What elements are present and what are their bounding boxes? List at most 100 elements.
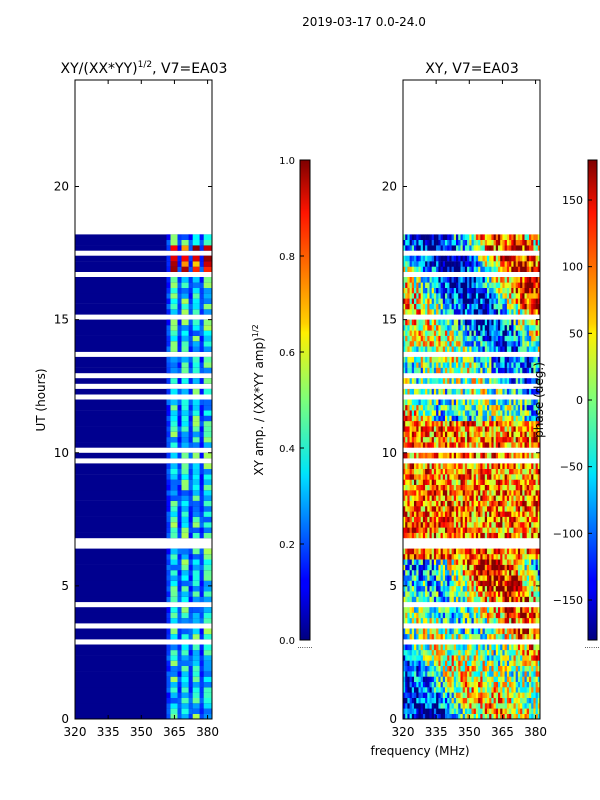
heatmap-cell — [433, 607, 437, 613]
heatmap-cell — [166, 553, 171, 560]
heatmap-cell — [502, 325, 505, 331]
heatmap-cell — [478, 665, 481, 672]
heatmap-cell — [203, 234, 212, 240]
heatmap-cell — [537, 665, 541, 672]
heatmap-cell — [495, 388, 499, 395]
heatmap-cell — [487, 527, 490, 533]
heatmap-cell — [447, 671, 450, 677]
heatmap-cell — [453, 436, 457, 443]
heatmap-cell — [409, 484, 413, 491]
heatmap-cell — [429, 548, 432, 555]
heatmap-cell — [464, 671, 468, 677]
heatmap-cell — [511, 633, 514, 640]
heatmap-cell — [464, 431, 468, 438]
heatmap-cell — [414, 484, 417, 491]
heatmap-cell — [491, 340, 494, 347]
heatmap-cell — [460, 708, 463, 714]
heatmap-cell — [447, 309, 450, 315]
heatmap-cell — [407, 463, 410, 469]
heatmap-cell — [425, 569, 428, 576]
heatmap-cell — [188, 580, 193, 587]
heatmap-cell — [471, 585, 474, 592]
heatmap-cell — [166, 346, 171, 352]
heatmap-cell — [500, 474, 503, 480]
heatmap-cell — [491, 388, 494, 395]
heatmap-cell — [422, 319, 426, 326]
heatmap-cell — [509, 500, 512, 507]
heatmap-cell — [411, 340, 415, 347]
heatmap-cell — [170, 303, 179, 310]
heatmap-cell — [531, 362, 534, 368]
heatmap-cell — [411, 399, 415, 406]
heatmap-cell — [491, 436, 494, 443]
heatmap-cell — [403, 431, 406, 438]
heatmap-cell — [475, 293, 479, 299]
heatmap-cell — [418, 585, 421, 592]
heatmap-cell — [529, 474, 532, 480]
heatmap-cell — [495, 644, 499, 651]
heatmap-cell — [511, 468, 514, 475]
heatmap-cell — [429, 660, 432, 666]
heatmap-row — [75, 506, 212, 512]
heatmap-cell — [433, 697, 437, 704]
heatmap-cell — [473, 378, 477, 384]
heatmap-cell — [447, 340, 450, 347]
heatmap-cell — [498, 575, 501, 581]
heatmap-cell — [429, 346, 432, 352]
heatmap-cell — [405, 452, 408, 459]
heatmap-cell — [403, 442, 406, 448]
heatmap-cell — [438, 287, 441, 294]
heatmap-cell — [422, 495, 426, 501]
heatmap-cell — [493, 522, 497, 528]
heatmap-cell — [533, 463, 536, 469]
heatmap-cell — [462, 404, 466, 411]
heatmap-cell — [482, 442, 485, 448]
y-tick-label: 10 — [54, 446, 69, 460]
heatmap-cell — [456, 309, 459, 315]
heatmap-cell — [493, 511, 497, 517]
heatmap-cell — [515, 340, 519, 347]
left-heatmap-cells — [75, 234, 212, 720]
heatmap-cell — [203, 511, 212, 517]
heatmap-cell — [409, 681, 413, 688]
heatmap-cell — [199, 415, 204, 422]
heatmap-cell — [177, 713, 182, 720]
heatmap-cell — [436, 553, 439, 560]
heatmap-cell — [515, 356, 519, 363]
heatmap-cell — [429, 431, 432, 438]
heatmap-cell — [188, 687, 193, 693]
heatmap-cell — [462, 671, 466, 677]
heatmap-cell — [170, 298, 179, 304]
heatmap-cell — [414, 309, 417, 315]
heatmap-cell — [166, 569, 171, 576]
heatmap-cell — [431, 644, 435, 651]
heatmap-cell — [478, 362, 481, 368]
heatmap-cell — [409, 596, 413, 603]
heatmap-cell — [533, 522, 536, 528]
heatmap-cell — [531, 532, 534, 539]
heatmap-cell — [420, 649, 424, 656]
heatmap-cell — [484, 585, 488, 592]
heatmap-cell — [188, 516, 193, 523]
heatmap-cell — [493, 410, 497, 416]
heatmap-cell — [440, 303, 444, 310]
heatmap-cell — [427, 687, 430, 693]
heatmap-cell — [453, 681, 457, 688]
heatmap-cell — [469, 553, 472, 560]
heatmap-cell — [531, 612, 534, 619]
heatmap-cell — [440, 484, 444, 491]
heatmap-cell — [515, 309, 519, 315]
heatmap-cell — [513, 410, 516, 416]
heatmap-cell — [515, 495, 519, 501]
heatmap-cell — [487, 559, 490, 565]
heatmap-cell — [170, 463, 179, 469]
heatmap-cell — [537, 687, 541, 693]
heatmap-cell — [504, 532, 508, 539]
heatmap-cell — [407, 319, 410, 326]
heatmap-cell — [166, 527, 171, 533]
heatmap-cell — [411, 346, 415, 352]
heatmap-cell — [506, 697, 510, 704]
heatmap-cell — [418, 325, 421, 331]
heatmap-cell — [453, 309, 457, 315]
heatmap-cell — [407, 431, 410, 438]
